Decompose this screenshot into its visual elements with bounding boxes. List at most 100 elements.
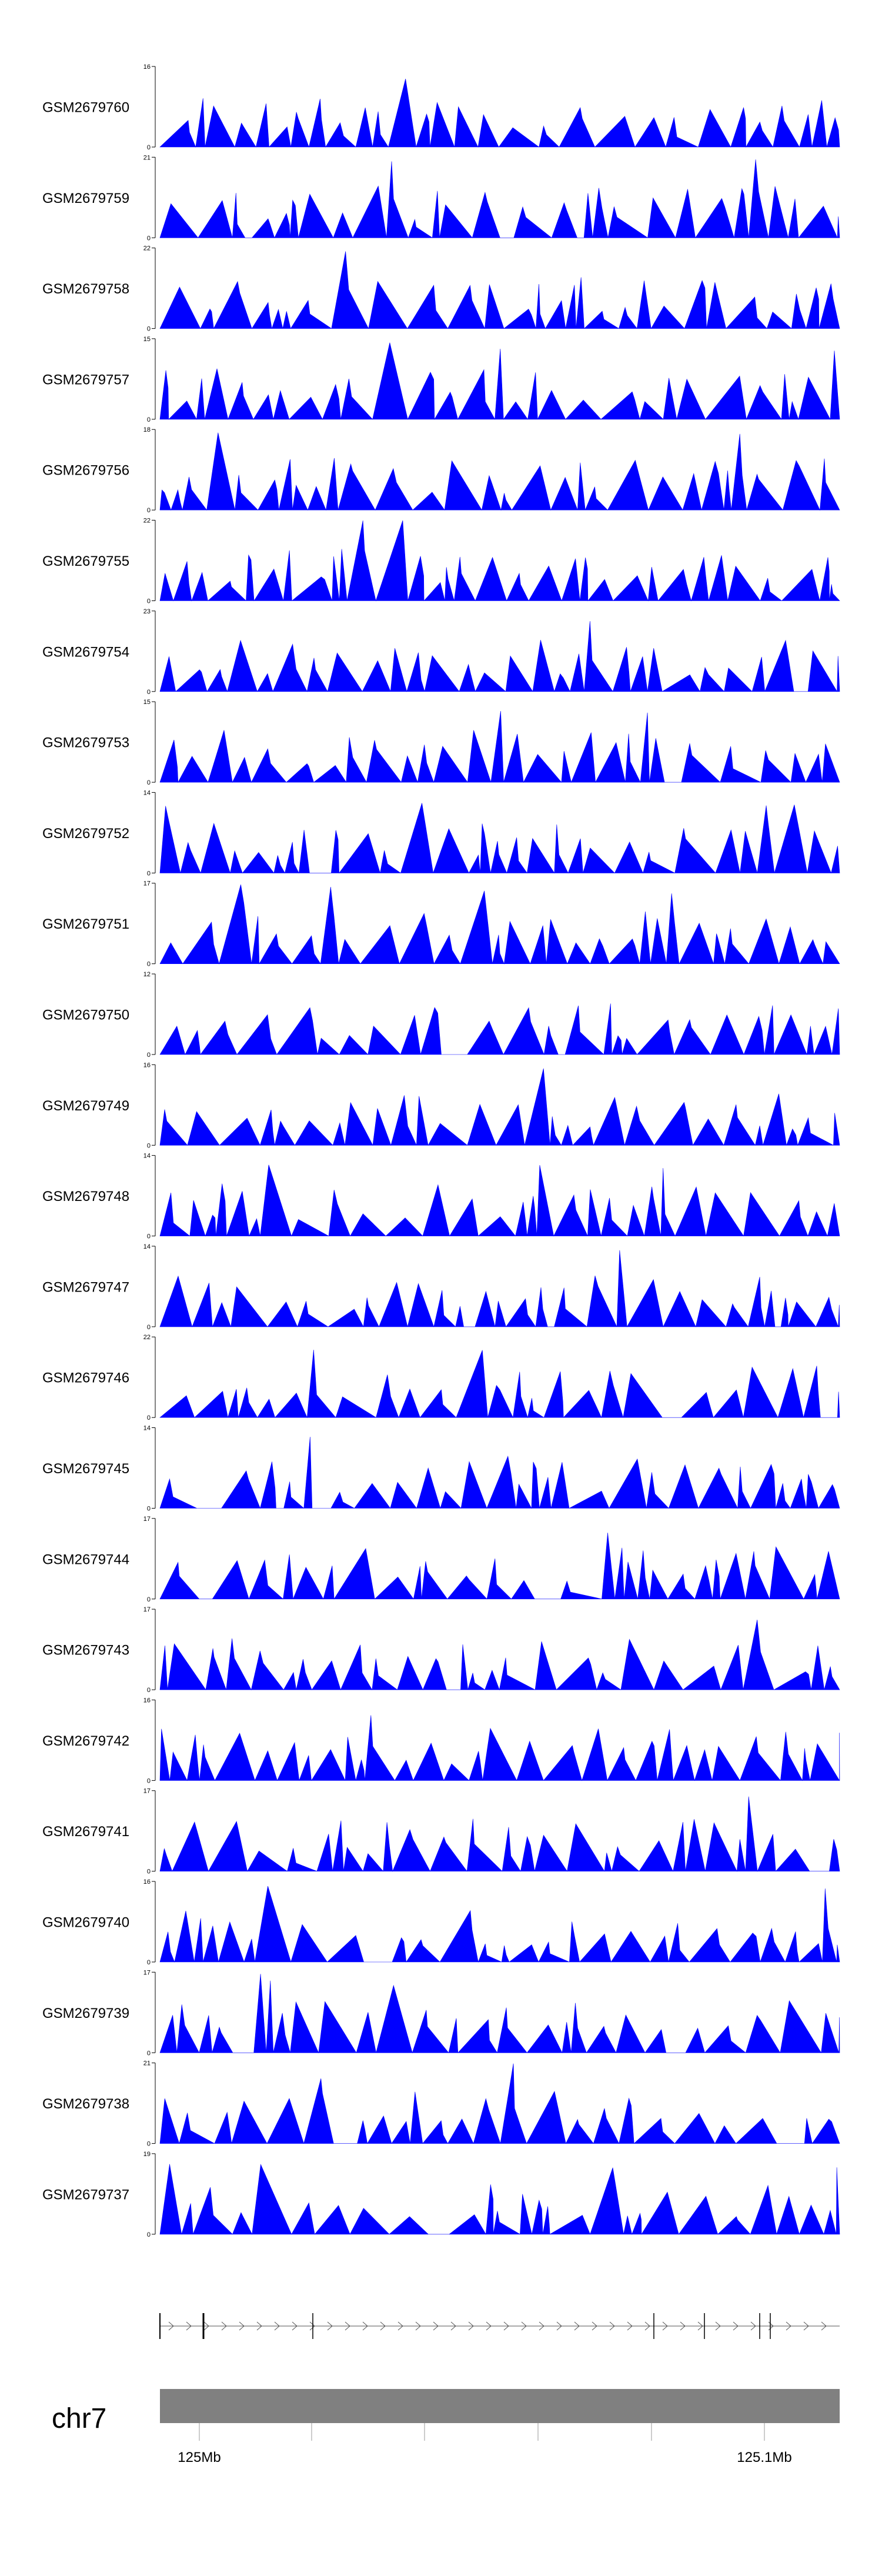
strand-chevron-icon xyxy=(803,2321,809,2331)
y-axis-min-label: 0 xyxy=(147,2050,151,2057)
y-axis-min-label: 0 xyxy=(147,1142,151,1149)
coverage-area xyxy=(159,251,840,329)
y-axis-min-label: 0 xyxy=(147,1777,151,1784)
y-axis-max-label: 17 xyxy=(143,1606,151,1613)
y-axis-min-label: 0 xyxy=(147,689,151,696)
strand-chevron-icon xyxy=(521,2321,527,2331)
coverage-area xyxy=(159,1796,840,1872)
strand-chevron-icon xyxy=(539,2321,544,2331)
track-label: GSM2679746 xyxy=(42,1370,129,1386)
y-axis-max-label: 16 xyxy=(143,1878,151,1886)
coverage-track: GSM2679756 18 0 xyxy=(42,426,840,514)
coverage-area xyxy=(159,2063,840,2144)
y-axis-max-label: 23 xyxy=(143,608,151,615)
track-label: GSM2679744 xyxy=(42,1551,129,1567)
y-axis-max-label: 16 xyxy=(143,64,151,71)
y-axis-max-label: 15 xyxy=(143,336,151,343)
y-axis-max-label: 16 xyxy=(143,1697,151,1704)
coverage-area xyxy=(159,1715,840,1781)
strand-chevron-icon xyxy=(327,2321,333,2331)
y-axis-min-label: 0 xyxy=(147,870,151,877)
strand-chevron-icon xyxy=(221,2321,227,2331)
y-axis-min-label: 0 xyxy=(147,1506,151,1513)
track-label: GSM2679741 xyxy=(42,1824,129,1840)
track-label: GSM2679759 xyxy=(42,191,129,206)
y-axis-min-label: 0 xyxy=(147,144,151,151)
strand-chevron-icon xyxy=(715,2321,721,2331)
y-axis-min-label: 0 xyxy=(147,326,151,333)
y-axis-min-label: 0 xyxy=(147,2141,151,2148)
y-axis-max-label: 16 xyxy=(143,1062,151,1069)
strand-chevron-icon xyxy=(450,2321,456,2331)
strand-chevron-icon xyxy=(203,2321,209,2331)
coverage-area xyxy=(159,1068,840,1146)
track-label: GSM2679739 xyxy=(42,2006,129,2021)
strand-chevron-icon xyxy=(362,2321,368,2331)
track-label: GSM2679760 xyxy=(42,100,129,116)
coverage-area xyxy=(159,342,840,421)
coverage-track: GSM2679759 21 0 xyxy=(42,154,840,242)
coverage-track: GSM2679743 17 0 xyxy=(42,1606,840,1694)
track-label: GSM2679754 xyxy=(42,644,129,660)
coverage-area xyxy=(159,1164,840,1237)
strand-chevron-icon xyxy=(750,2321,756,2331)
coverage-track: GSM2679751 17 0 xyxy=(42,880,840,968)
strand-chevron-icon xyxy=(345,2321,350,2331)
y-axis-max-label: 17 xyxy=(143,880,151,887)
coverage-area xyxy=(159,2164,840,2235)
track-label: GSM2679757 xyxy=(42,372,129,388)
coverage-track: GSM2679758 22 0 xyxy=(42,245,840,333)
y-axis-min-label: 0 xyxy=(147,1414,151,1422)
strand-chevron-icon xyxy=(662,2321,668,2331)
coverage-track: GSM2679760 16 0 xyxy=(42,64,840,151)
y-axis-min-label: 0 xyxy=(147,1868,151,1876)
track-label: GSM2679751 xyxy=(42,916,129,932)
track-label: GSM2679750 xyxy=(42,1007,129,1023)
strand-chevron-icon xyxy=(609,2321,615,2331)
coverage-track: GSM2679752 14 0 xyxy=(42,789,840,877)
strand-chevron-icon xyxy=(644,2321,650,2331)
y-axis-min-label: 0 xyxy=(147,598,151,605)
strand-chevron-icon xyxy=(292,2321,298,2331)
strand-chevron-icon xyxy=(415,2321,421,2331)
strand-chevron-icon xyxy=(733,2321,739,2331)
strand-chevron-icon xyxy=(503,2321,509,2331)
coverage-track: GSM2679744 17 0 xyxy=(42,1516,840,1603)
coverage-track: GSM2679738 21 0 xyxy=(42,2060,840,2148)
y-axis-max-label: 14 xyxy=(143,1243,151,1250)
y-axis-max-label: 17 xyxy=(143,1788,151,1795)
strand-chevron-icon xyxy=(168,2321,174,2331)
gene-model-track xyxy=(159,2313,840,2339)
y-axis-max-label: 18 xyxy=(143,426,151,433)
coverage-track: GSM2679754 23 0 xyxy=(42,608,840,696)
strand-chevron-icon xyxy=(486,2321,492,2331)
y-axis-max-label: 22 xyxy=(143,518,151,525)
y-axis-max-label: 15 xyxy=(143,699,151,706)
coverage-area xyxy=(159,432,840,511)
chromosome-label: chr7 xyxy=(52,2403,106,2434)
coverage-track: GSM2679755 22 0 xyxy=(42,518,840,605)
coverage-area xyxy=(159,621,840,692)
coverage-area xyxy=(159,520,840,602)
y-axis-max-label: 14 xyxy=(143,789,151,796)
strand-chevron-icon xyxy=(309,2321,315,2331)
y-axis-max-label: 21 xyxy=(143,2060,151,2067)
coverage-track: GSM2679747 14 0 xyxy=(42,1243,840,1331)
strand-chevron-icon xyxy=(468,2321,474,2331)
track-label: GSM2679758 xyxy=(42,281,129,297)
y-axis-max-label: 12 xyxy=(143,971,151,978)
y-axis-max-label: 14 xyxy=(143,1425,151,1432)
track-label: GSM2679743 xyxy=(42,1643,129,1659)
track-label: GSM2679737 xyxy=(42,2187,129,2203)
strand-chevron-icon xyxy=(274,2321,280,2331)
track-label: GSM2679745 xyxy=(42,1461,129,1477)
strand-chevron-icon xyxy=(256,2321,262,2331)
coverage-track: GSM2679753 15 0 xyxy=(42,699,840,786)
coverage-track: GSM2679757 15 0 xyxy=(42,336,840,423)
coverage-track: GSM2679745 14 0 xyxy=(42,1425,840,1513)
strand-chevron-icon xyxy=(786,2321,791,2331)
y-axis-min-label: 0 xyxy=(147,961,151,968)
coverage-area xyxy=(159,1533,840,1600)
y-axis-max-label: 17 xyxy=(143,1516,151,1523)
y-axis-max-label: 22 xyxy=(143,1334,151,1341)
